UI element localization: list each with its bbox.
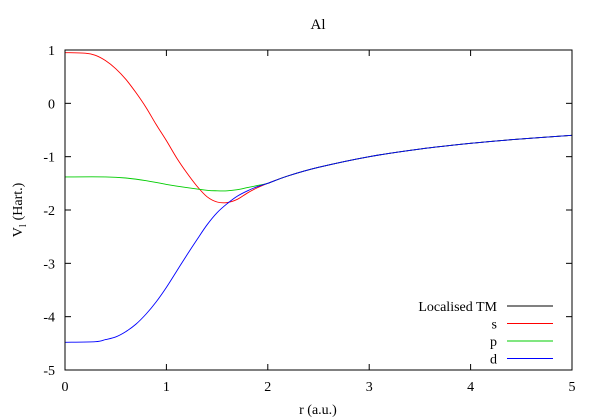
svg-text:Vl(Hart.): Vl (Hart.) [11, 182, 29, 237]
legend-label-d: d [490, 353, 497, 368]
y-axis-label-main: V [11, 227, 26, 237]
x-tick-labels: 0 1 2 3 4 5 [62, 380, 576, 395]
chart-title: Al [311, 17, 326, 33]
y-tick-label: -2 [43, 204, 55, 219]
x-tick-label: 2 [264, 380, 271, 395]
legend-label-s: s [492, 318, 497, 333]
y-tick-label: -4 [43, 311, 55, 326]
y-tick-label: -5 [43, 364, 55, 379]
legend-label-localised-tm: Localised TM [418, 300, 497, 315]
plot-frame [64, 49, 573, 371]
y-tick-label: 0 [48, 97, 55, 112]
x-tick-label: 1 [163, 380, 170, 395]
x-axis-label: r (a.u.) [299, 403, 337, 418]
legend: Localised TM spd [418, 300, 553, 368]
x-tick-label: 3 [366, 380, 373, 395]
x-tick-label: 5 [569, 380, 576, 395]
y-tick-label: -1 [43, 151, 55, 166]
y-tick-labels: 1 0 -1 -2 -3 -4 -5 [43, 44, 55, 379]
y-tick-label: -3 [43, 257, 55, 272]
y-axis-label-unit: (Hart.) [11, 182, 26, 220]
legend-label-p: p [490, 335, 497, 350]
series-line-d [64, 134, 573, 343]
y-axis-label-subscript: l [18, 224, 29, 227]
y-tick-label: 1 [48, 44, 55, 59]
y-axis-label: Vl (Hart.) [11, 182, 29, 237]
series-lines [64, 52, 573, 343]
x-tick-label: 0 [62, 380, 69, 395]
x-tick-label: 4 [467, 380, 474, 395]
